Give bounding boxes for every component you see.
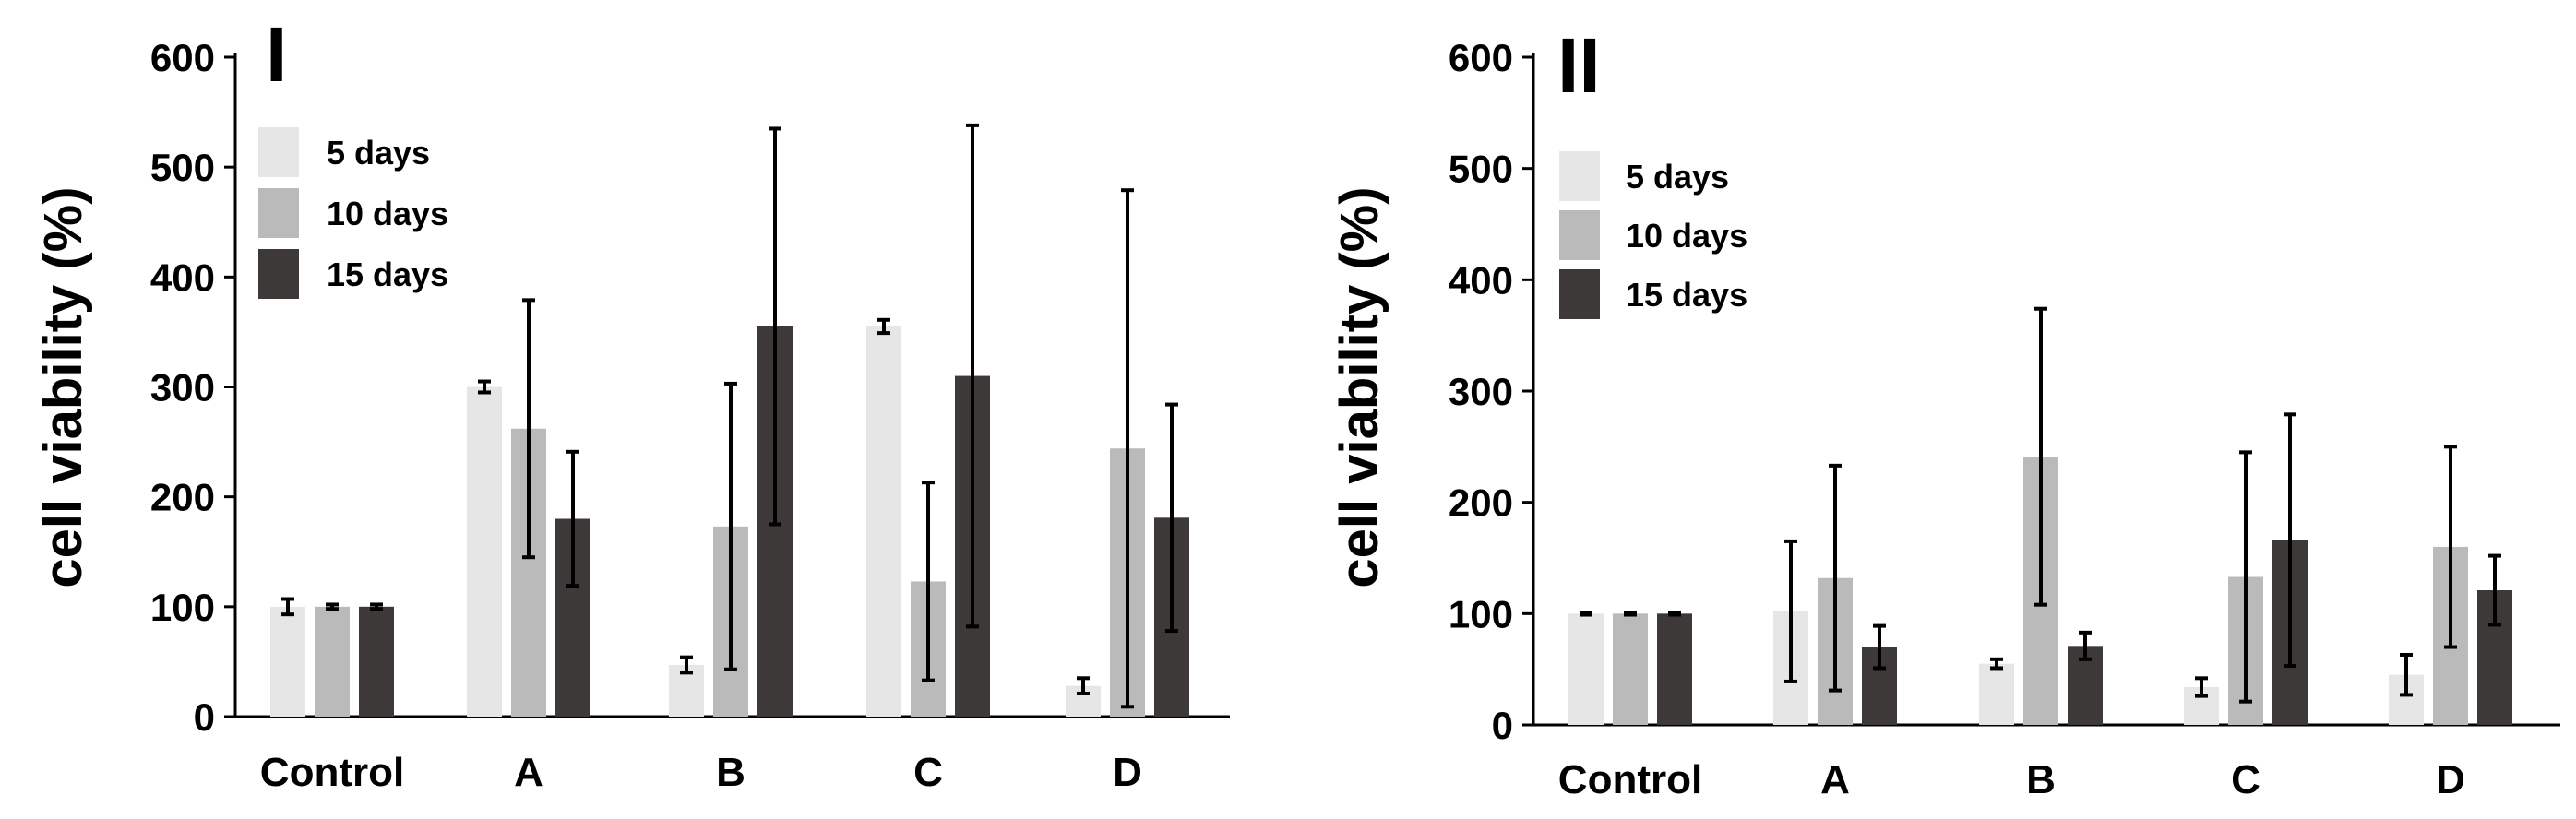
panel-title: II	[1557, 22, 1601, 109]
error-bar	[1829, 463, 1842, 693]
bar-b-5-days	[1979, 663, 2014, 725]
x-category-label: C	[913, 750, 943, 795]
y-tick-label: 600	[150, 36, 215, 79]
error-bar	[1668, 611, 1681, 617]
error-bar	[1990, 657, 2003, 671]
bar-control-15-days	[359, 606, 394, 717]
x-category-label: Control	[1558, 757, 1702, 802]
error-bar	[2488, 553, 2501, 627]
error-bar	[370, 602, 383, 611]
error-bar	[478, 379, 491, 395]
error-bar	[1580, 611, 1592, 617]
bar-a-5-days	[467, 386, 502, 717]
error-bar	[2239, 450, 2252, 704]
y-tick-label: 200	[150, 476, 215, 519]
error-bar	[2400, 652, 2413, 697]
y-tick-label: 0	[194, 695, 215, 739]
legend-label: 15 days	[327, 255, 448, 293]
x-category-label: A	[514, 750, 543, 795]
bar-control-15-days	[1657, 613, 1692, 725]
bar-c-5-days	[866, 326, 901, 717]
legend-label: 15 days	[1626, 276, 1747, 314]
legend-swatch	[258, 249, 299, 299]
bar-control-5-days	[1568, 613, 1604, 725]
y-tick-label: 400	[1449, 258, 1513, 302]
error-bar	[281, 597, 294, 617]
x-category-label: B	[2026, 757, 2056, 802]
error-bar	[522, 298, 535, 560]
x-category-label: Control	[260, 750, 404, 795]
y-tick-label: 200	[1449, 481, 1513, 525]
y-axis-title: cell viability (%)	[33, 186, 93, 588]
y-tick-label: 100	[1449, 592, 1513, 635]
y-axis-title: cell viability (%)	[1330, 186, 1389, 588]
legend-swatch	[1559, 210, 1600, 260]
error-bar	[680, 655, 693, 675]
legend-swatch	[1559, 269, 1600, 319]
error-bar	[1873, 623, 1886, 671]
x-category-label: A	[1820, 757, 1850, 802]
legend-label: 5 days	[1626, 158, 1729, 196]
y-tick-label: 500	[1449, 148, 1513, 191]
legend-swatch	[258, 188, 299, 238]
error-bar	[2284, 412, 2296, 669]
error-bar	[2195, 676, 2208, 698]
legend-label: 10 days	[1626, 217, 1747, 255]
y-tick-label: 600	[1449, 36, 1513, 79]
x-category-label: B	[716, 750, 745, 795]
y-tick-label: 300	[150, 366, 215, 410]
error-bar	[1165, 402, 1178, 634]
error-bar	[1784, 539, 1797, 683]
error-bar	[877, 317, 890, 336]
error-bar	[2444, 445, 2457, 649]
error-bar	[2079, 630, 2092, 661]
error-bar	[326, 602, 339, 611]
error-bar	[769, 126, 781, 527]
error-bar	[1077, 676, 1090, 695]
error-bar	[922, 481, 935, 682]
panel-title: I	[266, 11, 287, 98]
error-bar	[724, 381, 737, 671]
bar-control-10-days	[315, 606, 350, 717]
bar-control-5-days	[270, 606, 305, 717]
legend-label: 5 days	[327, 134, 430, 172]
x-category-label: D	[1113, 750, 1142, 795]
y-tick-label: 400	[150, 255, 215, 299]
error-bar	[1624, 611, 1637, 617]
error-bar	[966, 123, 979, 629]
legend-swatch	[258, 127, 299, 177]
x-category-label: C	[2231, 757, 2260, 802]
y-tick-label: 0	[1492, 704, 1513, 747]
legend: 5 days 10 days 15 days	[1559, 151, 1747, 319]
x-category-label: D	[2436, 757, 2465, 802]
error-bar	[1121, 188, 1134, 709]
y-tick-label: 500	[150, 146, 215, 189]
error-bar	[2034, 306, 2047, 607]
error-bar	[566, 449, 579, 588]
legend: 5 days 10 days 15 days	[258, 127, 448, 299]
legend-label: 10 days	[327, 195, 448, 232]
bar-control-10-days	[1613, 613, 1648, 725]
y-tick-label: 100	[150, 586, 215, 629]
y-tick-label: 300	[1449, 370, 1513, 413]
legend-swatch	[1559, 151, 1600, 201]
